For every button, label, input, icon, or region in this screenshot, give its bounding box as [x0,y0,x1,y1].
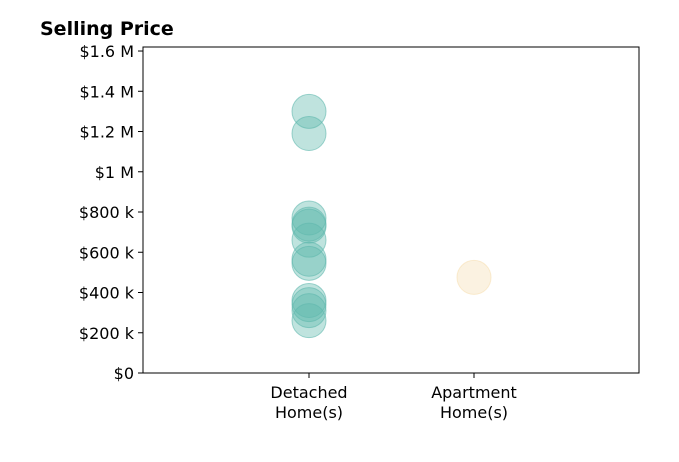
plot-area-frame [142,46,640,374]
y-tick-label: $800 k [79,203,135,222]
data-point [291,93,327,129]
y-tick-label: $200 k [79,324,135,343]
y-tick-label: $1.4 M [79,82,134,101]
x-tick-label: Apartment Home(s) [431,383,517,422]
data-point [291,245,327,281]
y-axis: $0 $200 k $400 k $600 k $800 k $1 M $1.2 M $1.4… [79,42,143,383]
y-tick-label: $1 M [95,163,134,182]
x-tick-label: Detached Home(s) [270,383,347,422]
data-point [291,116,327,152]
data-points [291,93,492,339]
x-axis: Detached Home(s) Apartment Home(s) [270,373,517,422]
y-tick-label: $600 k [79,243,135,262]
data-point [456,259,492,295]
y-tick-label: $1.6 M [79,42,134,61]
data-point [291,293,327,329]
y-tick-label: $400 k [79,284,135,303]
y-tick-label: $0 [114,364,134,383]
data-point [291,208,327,244]
y-tick-label: $1.2 M [79,123,134,142]
chart-title: Selling Price [40,18,174,40]
data-point [291,303,327,339]
